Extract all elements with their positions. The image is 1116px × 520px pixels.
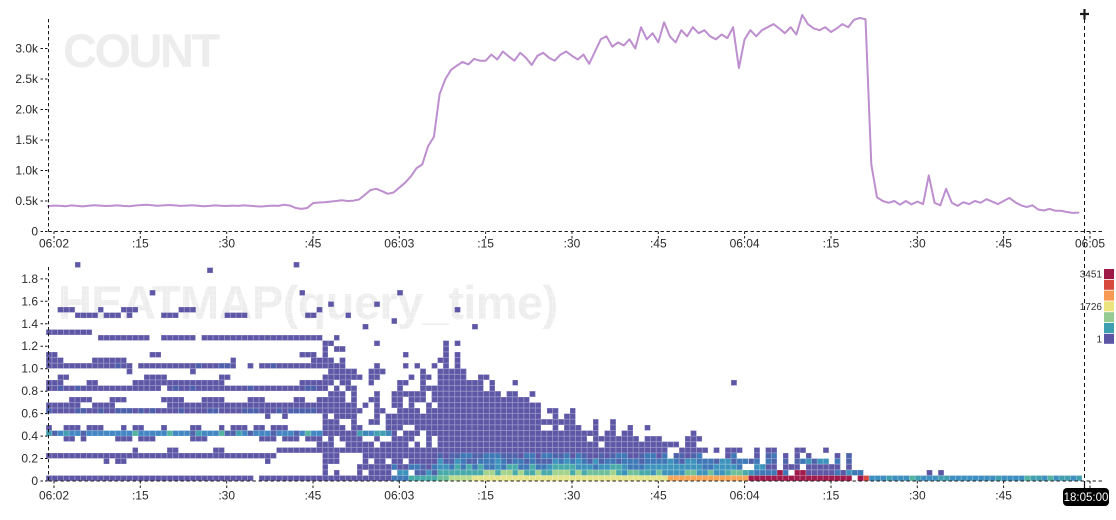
- svg-text:1: 1: [1096, 334, 1102, 345]
- svg-text::30: :30: [564, 237, 581, 251]
- svg-text:COUNT: COUNT: [63, 24, 220, 77]
- svg-text:1.0: 1.0: [21, 362, 38, 376]
- svg-text:0.8: 0.8: [21, 384, 38, 398]
- svg-text::30: :30: [909, 237, 926, 251]
- svg-text:2.5k: 2.5k: [15, 72, 39, 86]
- svg-text:2.0k: 2.0k: [15, 103, 39, 117]
- svg-text::15: :15: [477, 489, 494, 503]
- svg-text:HEATMAP(query_time): HEATMAP(query_time): [58, 276, 558, 329]
- svg-text:0.6: 0.6: [21, 407, 38, 421]
- svg-text::45: :45: [650, 489, 667, 503]
- svg-text:06:02: 06:02: [39, 237, 69, 251]
- svg-text:06:04: 06:04: [730, 489, 760, 503]
- svg-text:0.4: 0.4: [21, 429, 38, 443]
- svg-text:06:03: 06:03: [384, 489, 414, 503]
- svg-text:3.0k: 3.0k: [15, 42, 39, 56]
- svg-text::15: :15: [823, 237, 840, 251]
- svg-text:0: 0: [31, 474, 38, 488]
- svg-text::30: :30: [218, 237, 235, 251]
- svg-text:0: 0: [31, 225, 38, 239]
- svg-text::45: :45: [995, 237, 1012, 251]
- svg-text:1.8: 1.8: [21, 272, 38, 286]
- svg-text::45: :45: [995, 489, 1012, 503]
- svg-text::15: :15: [132, 237, 149, 251]
- svg-text:06:04: 06:04: [730, 237, 760, 251]
- svg-text::45: :45: [305, 489, 322, 503]
- svg-text:0.2: 0.2: [21, 452, 38, 466]
- svg-text:1.6: 1.6: [21, 294, 38, 308]
- svg-text::30: :30: [909, 489, 926, 503]
- svg-text::45: :45: [650, 237, 667, 251]
- svg-text:1.2: 1.2: [21, 339, 38, 353]
- svg-text:1.4: 1.4: [21, 317, 38, 331]
- svg-text:1.0k: 1.0k: [15, 164, 39, 178]
- svg-text:18:05:00: 18:05:00: [1064, 492, 1109, 504]
- svg-text::30: :30: [218, 489, 235, 503]
- svg-text::30: :30: [564, 489, 581, 503]
- svg-text:1.5k: 1.5k: [15, 133, 39, 147]
- svg-text:06:05: 06:05: [1075, 237, 1105, 251]
- svg-text:1726: 1726: [1080, 302, 1103, 313]
- svg-text::45: :45: [305, 237, 322, 251]
- svg-text:06:03: 06:03: [384, 237, 414, 251]
- svg-text:0.5k: 0.5k: [15, 194, 39, 208]
- svg-text::15: :15: [132, 489, 149, 503]
- svg-text::15: :15: [823, 489, 840, 503]
- svg-text:3451: 3451: [1080, 270, 1103, 281]
- svg-text::15: :15: [477, 237, 494, 251]
- svg-text:06:02: 06:02: [39, 489, 69, 503]
